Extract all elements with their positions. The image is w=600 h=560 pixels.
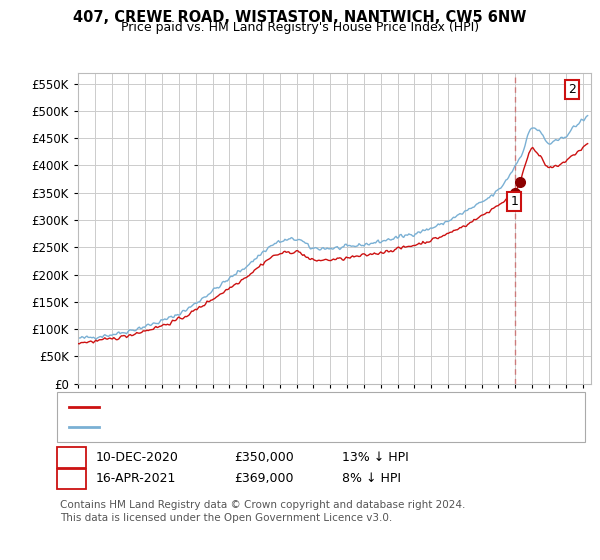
Text: 2: 2 bbox=[67, 472, 76, 486]
Text: £369,000: £369,000 bbox=[234, 472, 293, 486]
Text: 13% ↓ HPI: 13% ↓ HPI bbox=[342, 451, 409, 464]
Text: 10-DEC-2020: 10-DEC-2020 bbox=[96, 451, 179, 464]
Text: 407, CREWE ROAD, WISTASTON, NANTWICH, CW5 6NW (detached house): 407, CREWE ROAD, WISTASTON, NANTWICH, CW… bbox=[106, 402, 517, 412]
Text: HPI: Average price, detached house, Cheshire East: HPI: Average price, detached house, Ches… bbox=[106, 422, 389, 432]
Text: 1: 1 bbox=[67, 451, 76, 464]
Text: 407, CREWE ROAD, WISTASTON, NANTWICH, CW5 6NW: 407, CREWE ROAD, WISTASTON, NANTWICH, CW… bbox=[73, 10, 527, 25]
Text: 8% ↓ HPI: 8% ↓ HPI bbox=[342, 472, 401, 486]
Text: Price paid vs. HM Land Registry's House Price Index (HPI): Price paid vs. HM Land Registry's House … bbox=[121, 21, 479, 34]
Text: 1: 1 bbox=[511, 195, 518, 208]
Text: Contains HM Land Registry data © Crown copyright and database right 2024.
This d: Contains HM Land Registry data © Crown c… bbox=[60, 500, 466, 522]
Text: 16-APR-2021: 16-APR-2021 bbox=[96, 472, 176, 486]
Text: £350,000: £350,000 bbox=[234, 451, 294, 464]
Text: 2: 2 bbox=[568, 83, 576, 96]
